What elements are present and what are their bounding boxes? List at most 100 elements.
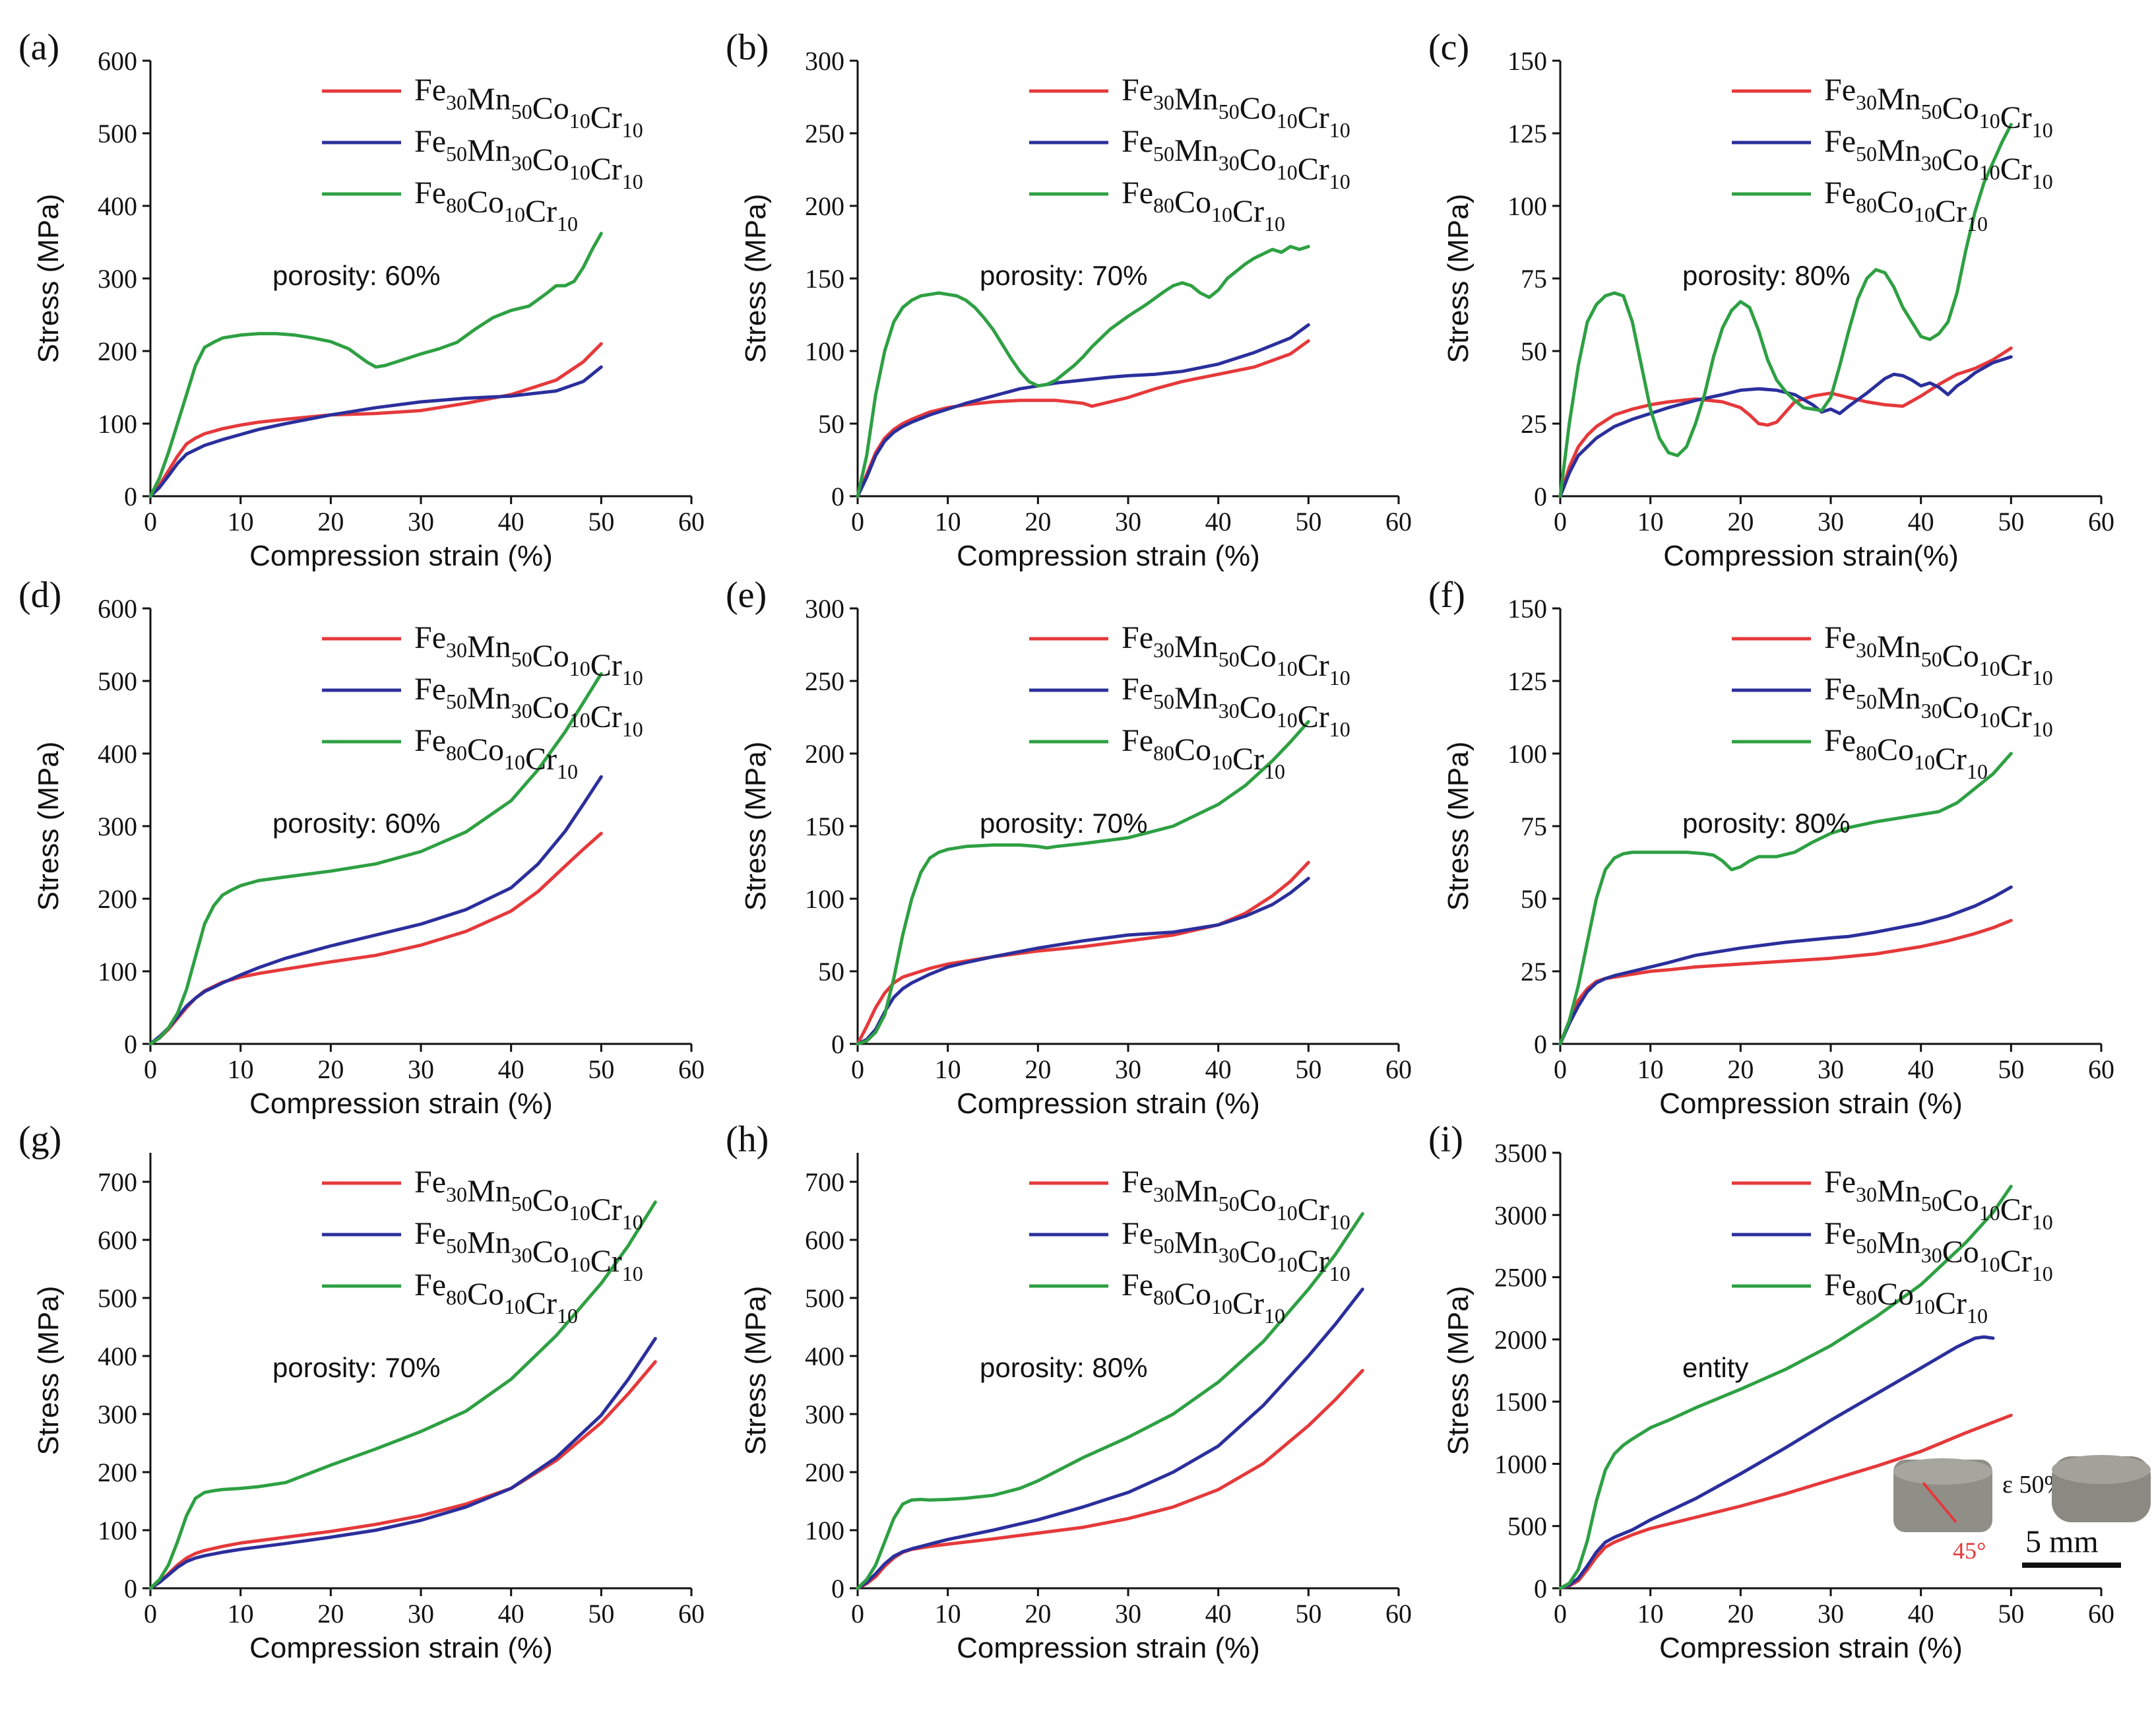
legend-entry: Fe80Co10Cr10 — [1122, 1268, 1285, 1328]
legend-subscript: 50 — [1921, 647, 1942, 671]
legend-element: Co — [467, 732, 504, 767]
legend-subscript: 10 — [569, 160, 590, 184]
legend-subscript: 30 — [446, 90, 467, 114]
annotation-text: porosity: 80% — [1682, 808, 1850, 839]
y-tick-label: 100 — [1507, 191, 1547, 221]
legend-subscript: 10 — [1979, 160, 2000, 184]
legend-entry: Fe80Co10Cr10 — [1824, 1268, 1988, 1328]
series-line-Fe50Mn30Co10Cr10 — [148, 1337, 657, 1590]
y-tick-label: 125 — [1507, 119, 1547, 148]
legend-entry: Fe50Mn30Co10Cr10 — [1122, 124, 1350, 193]
series-line-Fe50Mn30Co10Cr10 — [856, 876, 1310, 1046]
y-tick-label: 200 — [98, 337, 137, 366]
y-tick-label: 400 — [98, 739, 137, 769]
legend-element: Fe — [414, 176, 446, 210]
x-tick-label: 20 — [1025, 507, 1051, 536]
legend-entry: Fe50Mn30Co10Cr10 — [1122, 672, 1350, 741]
legend-element: Co — [1240, 690, 1277, 725]
series-line-Fe30Mn50Co10Cr10 — [856, 339, 1310, 498]
legend-element: Fe — [1122, 176, 1153, 210]
legend-subscript: 10 — [1277, 708, 1298, 732]
legend-subscript: 50 — [511, 100, 532, 123]
y-axis-title: Stress (MPa) — [32, 1286, 65, 1456]
legend-element: Mn — [467, 82, 511, 117]
chart-panel-a: 0 10 20 30 40 50 600100200300400500600Compress… — [18, 27, 705, 572]
x-tick-label: 50 — [588, 1599, 614, 1629]
legend-element: Mn — [1877, 681, 1921, 716]
series-line-Fe50Mn30Co10Cr10 — [856, 1287, 1364, 1590]
legend-element: Cr — [1232, 742, 1264, 777]
x-axis-title: Compression strain(%) — [1663, 540, 1958, 572]
y-tick-label: 200 — [805, 1458, 844, 1487]
legend-subscript: 50 — [1921, 100, 1942, 123]
legend-element: Co — [1240, 639, 1277, 674]
legend-subscript: 10 — [1277, 657, 1298, 680]
legend-element: Co — [1942, 639, 1979, 674]
legend-element: Co — [1240, 1183, 1277, 1218]
y-axis-title: Stress (MPa) — [1442, 742, 1474, 911]
series-line-Fe80Co10Cr10 — [1558, 1184, 2013, 1590]
x-tick-label: 40 — [1908, 1054, 1934, 1084]
legend-element: Co — [1942, 143, 1979, 178]
legend-entry: Fe50Mn30Co10Cr10 — [414, 124, 643, 193]
chart-panel-b: 0 10 20 30 40 50 60 0 50 100 150 200 250 300 Compressi… — [726, 27, 1412, 572]
x-tick-label: 30 — [408, 1599, 434, 1629]
chart-panel-g: 0 10 20 30 40 50 600100200300400500600700Compr… — [18, 1119, 705, 1664]
series-line-Fe50Mn30Co10Cr10 — [856, 323, 1310, 498]
series-line-Fe80Co10Cr10 — [856, 245, 1310, 498]
legend-subscript: 10 — [1277, 109, 1298, 133]
series-line-Fe50Mn30Co10Cr10 — [1558, 1335, 1995, 1590]
y-axis-title: Stress (MPa) — [1442, 1286, 1474, 1456]
y-tick-label: 300 — [805, 46, 844, 76]
x-tick-label: 10 — [228, 1599, 254, 1629]
legend-subscript: 10 — [2032, 170, 2053, 193]
legend-element: Co — [1942, 91, 1979, 126]
y-tick-label: 200 — [805, 739, 844, 769]
x-axis-title: Compression strain (%) — [957, 1632, 1260, 1664]
legend-element: Co — [1942, 1183, 1979, 1218]
legend-entry: Fe50Mn30Co10Cr10 — [1824, 1216, 2053, 1285]
legend-subscript: 80 — [446, 1285, 467, 1309]
legend-element: Co — [1174, 1277, 1211, 1312]
x-tick-label: 10 — [1637, 507, 1664, 536]
series-line-Fe80Co10Cr10 — [856, 720, 1310, 1046]
legend-subscript: 10 — [1329, 1210, 1350, 1234]
panel-label: (c) — [1428, 27, 1469, 68]
y-tick-label: 100 — [1507, 739, 1547, 769]
legend-subscript: 30 — [511, 1243, 532, 1267]
y-tick-label: 150 — [805, 264, 844, 294]
x-tick-label: 50 — [1295, 1054, 1321, 1084]
legend-subscript: 30 — [1921, 699, 1942, 723]
series-line-Fe80Co10Cr10 — [1558, 123, 2013, 498]
chart-panel-i: 0 10 20 30 40 50 60 0 500 1000 1500 2000 2500 3000 350… — [1428, 1119, 2151, 1664]
legend-element: Cr — [2000, 152, 2032, 187]
y-tick-label: 0 — [831, 482, 844, 511]
series-line-Fe80Co10Cr10 — [856, 1211, 1364, 1590]
y-tick-label: 500 — [805, 1283, 844, 1313]
legend-element: Fe — [1824, 1165, 1856, 1200]
legend-element: Cr — [1232, 1286, 1264, 1321]
legend-element: Co — [1942, 690, 1979, 725]
legend-entry: Fe30Mn50Co10Cr10 — [1824, 73, 2053, 142]
legend-element: Fe — [1122, 1165, 1153, 1200]
legend-subscript: 10 — [622, 1210, 643, 1234]
annotation-text: porosity: 70% — [980, 260, 1147, 291]
x-tick-label: 20 — [1025, 1599, 1051, 1629]
panel-label: (h) — [726, 1119, 769, 1160]
y-tick-label: 1000 — [1494, 1449, 1547, 1479]
series-line-Fe80Co10Cr10 — [148, 232, 603, 498]
legend-element: Fe — [1824, 620, 1856, 655]
annotation-text: porosity: 60% — [272, 260, 440, 291]
legend-element: Co — [1174, 185, 1211, 220]
legend-element: Cr — [1298, 699, 1329, 734]
y-tick-label: 300 — [98, 812, 137, 841]
legend-element: Fe — [1122, 1268, 1153, 1303]
legend-entry: Fe80Co10Cr10 — [414, 723, 578, 783]
legend-element: Co — [1877, 732, 1914, 767]
series-line-Fe80Co10Cr10 — [148, 1200, 657, 1590]
legend-subscript: 80 — [1856, 741, 1877, 765]
x-tick-label: 60 — [2088, 1599, 2114, 1629]
y-tick-label: 700 — [805, 1167, 844, 1197]
legend-element: Cr — [1935, 1286, 1967, 1321]
legend-subscript: 50 — [1921, 1192, 1942, 1215]
